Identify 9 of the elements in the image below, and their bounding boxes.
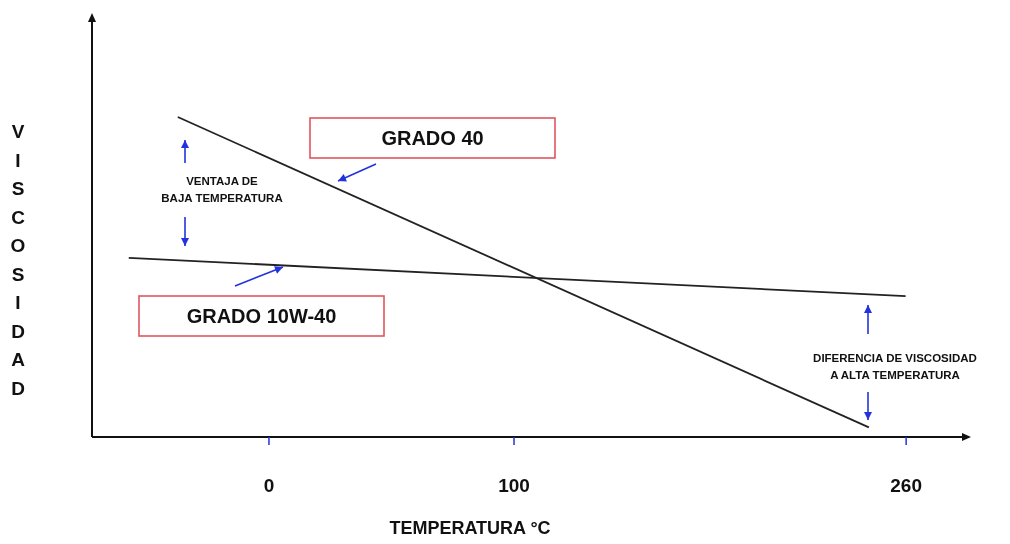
text: GRADO 40 (381, 127, 484, 149)
x-tick-label: 0 (263, 475, 275, 497)
series-label: GRADO 10W-40 (186, 305, 337, 327)
text: VISCOSIDAD (10, 121, 26, 399)
x-axis-title: TEMPERATURA °C (389, 518, 551, 538)
annotation: VENTAJA DE BAJA TEMPERATURA (161, 175, 283, 204)
x-tick-label: 100 (498, 475, 530, 497)
x-tick-label: 260 (890, 475, 922, 497)
annotation: DIFERENCIA DE VISCOSIDAD A ALTA TEMPERATURA (813, 352, 977, 381)
